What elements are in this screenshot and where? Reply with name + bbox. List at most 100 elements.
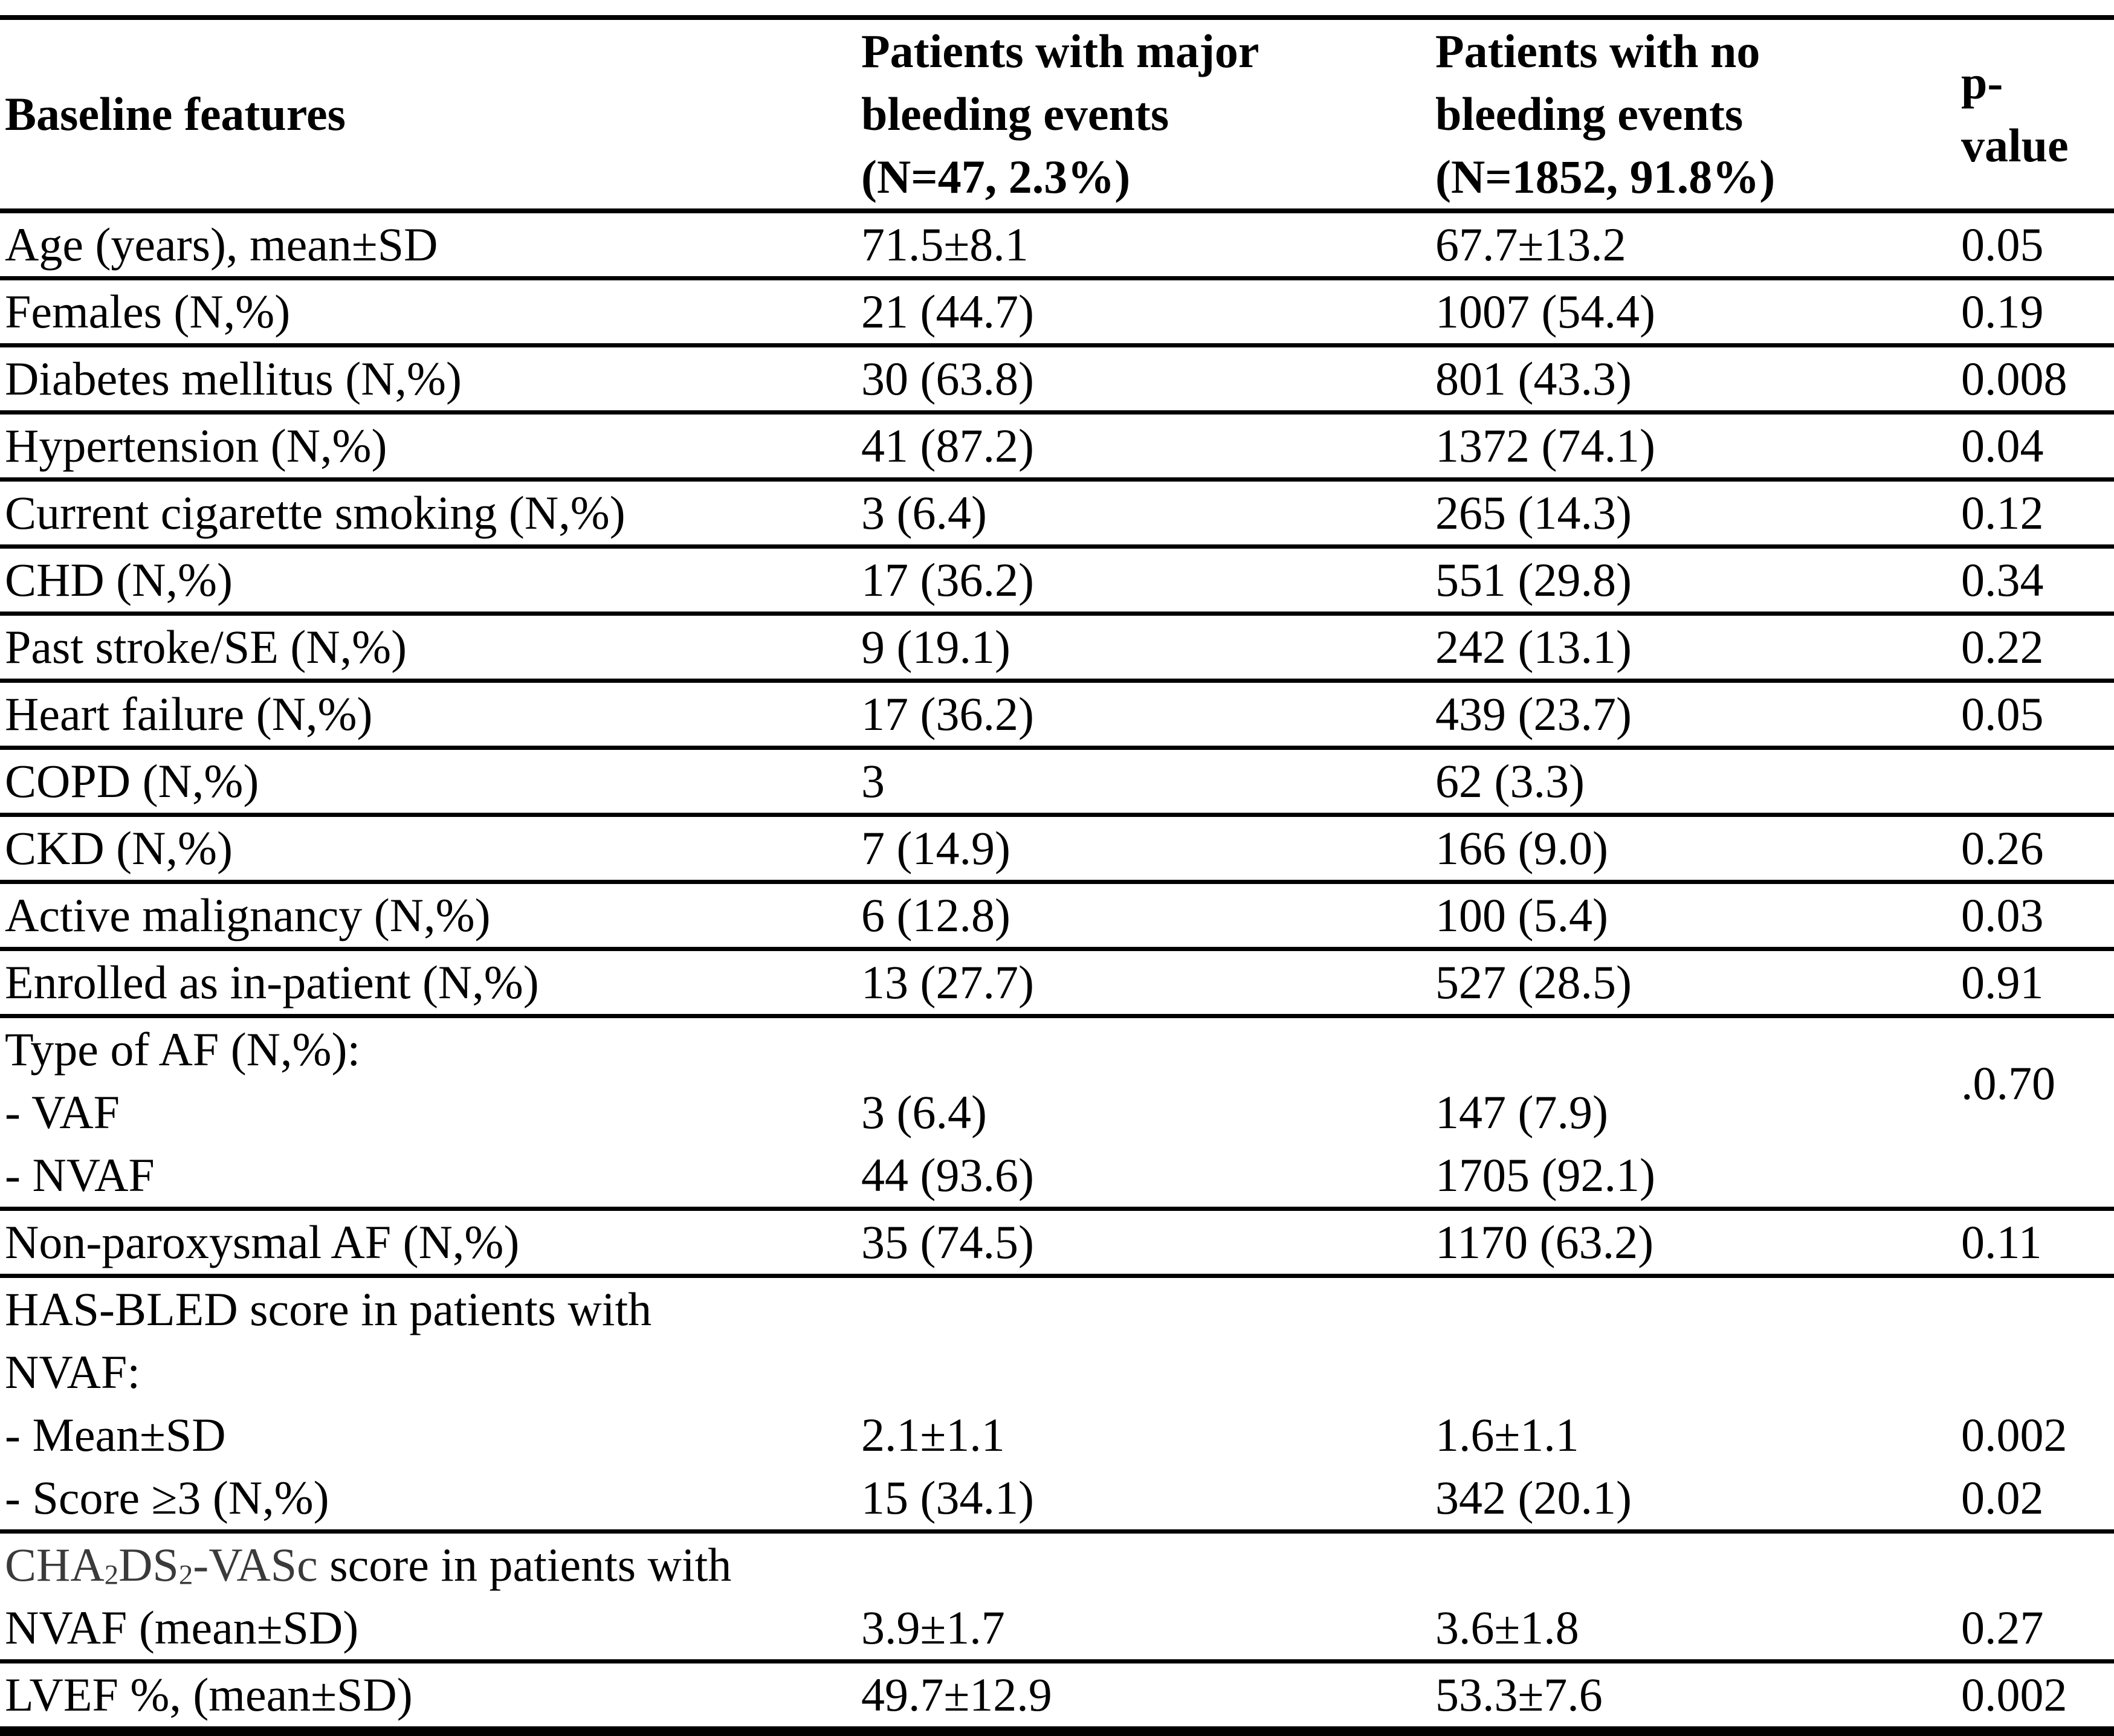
- value-no-bleeding: 439 (23.7): [1435, 688, 1632, 740]
- baseline-features-table: Baseline features Patients with major bl…: [0, 15, 2114, 1736]
- value-major-bleeding: 35 (74.5): [861, 1216, 1034, 1268]
- row-label: Diabetes mellitus (N,%): [5, 352, 462, 405]
- header-line: bleeding events: [861, 88, 1169, 140]
- p-value: .0.70: [1961, 1016, 2114, 1209]
- value-line: [861, 1278, 1435, 1341]
- label-part: -VASc: [193, 1538, 318, 1591]
- value-major-bleeding: 2.1±1.1 15 (34.1): [861, 1276, 1435, 1532]
- row-label: Current cigarette smoking (N,%): [5, 486, 625, 539]
- row-label: Females (N,%): [5, 285, 291, 338]
- p-value: 0.03: [1961, 889, 2044, 941]
- value-major-bleeding: 3.9±1.7: [861, 1532, 1435, 1662]
- value-no-bleeding: 53.3±7.6: [1435, 1668, 1603, 1721]
- value-major-bleeding: 17 (36.2): [861, 553, 1034, 606]
- table-row-ckd: CKD (N,%) 7 (14.9) 166 (9.0) 0.26: [0, 815, 2114, 882]
- p-value: 0.91: [1961, 956, 2044, 1008]
- p-value-line: 0.02: [1961, 1471, 2044, 1524]
- value-major-bleeding: 21 (44.7): [861, 285, 1034, 338]
- row-label: CHA2DS2-VASc score in patients with NVAF…: [0, 1532, 861, 1662]
- value-major-bleeding: 49.7±12.9: [861, 1668, 1052, 1721]
- value-line: 147 (7.9): [1435, 1086, 1608, 1138]
- value-no-bleeding: 242 (13.1): [1435, 621, 1632, 673]
- value-line: 342 (20.1): [1435, 1471, 1632, 1524]
- value-line: [861, 1341, 1435, 1404]
- p-value: 0.002 0.02: [1961, 1276, 2114, 1532]
- header-line: Patients with major: [861, 25, 1259, 77]
- value-major-bleeding: 6 (12.8): [861, 889, 1010, 941]
- p-value: 0.008: [1961, 352, 2067, 405]
- value-no-bleeding: 3.6±1.8: [1435, 1532, 1961, 1662]
- table-row-lvef: LVEF %, (mean±SD) 49.7±12.9 53.3±7.6 0.0…: [0, 1662, 2114, 1732]
- header-label: Baseline features: [5, 88, 346, 140]
- row-label: HAS-BLED score in patients with NVAF: - …: [0, 1276, 861, 1532]
- value-no-bleeding: 1.6±1.1 342 (20.1): [1435, 1276, 1961, 1532]
- value-line: [1435, 1018, 1961, 1081]
- value-line: [861, 1018, 1435, 1081]
- row-label: Hypertension (N,%): [5, 419, 387, 472]
- row-label: Past stroke/SE (N,%): [5, 621, 407, 673]
- value-no-bleeding: 801 (43.3): [1435, 352, 1632, 405]
- p-value: 0.04: [1961, 419, 2044, 472]
- value-major-bleeding: 3 (6.4) 44 (93.6): [861, 1016, 1435, 1209]
- p-value: 0.05: [1961, 218, 2044, 271]
- value-major-bleeding: 9 (19.1): [861, 621, 1010, 673]
- row-label: Heart failure (N,%): [5, 688, 373, 740]
- value-line: 1705 (92.1): [1435, 1149, 1655, 1201]
- value-line: 3 (6.4): [861, 1086, 987, 1138]
- value-major-bleeding: 17 (36.2): [861, 688, 1034, 740]
- table-row-type-of-af: Type of AF (N,%): - VAF - NVAF 3 (6.4) 4…: [0, 1016, 2114, 1209]
- value-line: 1.6±1.1: [1435, 1408, 1579, 1461]
- p-value-text: .0.70: [1961, 1057, 2055, 1109]
- table-row-age: Age (years), mean±SD 71.5±8.1 67.7±13.2 …: [0, 211, 2114, 279]
- p-value: 0.27: [1961, 1532, 2114, 1662]
- table-row-copd: COPD (N,%) 3 62 (3.3): [0, 748, 2114, 815]
- table-row-chd: CHD (N,%) 17 (36.2) 551 (29.8) 0.34: [0, 547, 2114, 614]
- row-label-line: - VAF: [5, 1086, 120, 1138]
- value-no-bleeding: 166 (9.0): [1435, 822, 1608, 874]
- value-major-bleeding: 41 (87.2): [861, 419, 1034, 472]
- p-value: 0.05: [1961, 688, 2044, 740]
- header-line: bleeding events: [1435, 88, 1744, 140]
- col-header-p-value: p- value: [1961, 18, 2114, 211]
- label-part: CHA: [5, 1538, 105, 1591]
- value-no-bleeding: 1170 (63.2): [1435, 1216, 1654, 1268]
- row-label-line: - Score ≥3 (N,%): [5, 1471, 329, 1524]
- value-major-bleeding: 30 (63.8): [861, 352, 1034, 405]
- row-label: Type of AF (N,%): - VAF - NVAF: [0, 1016, 861, 1209]
- value-major-bleeding: 71.5±8.1: [861, 218, 1029, 271]
- p-value-line: [1961, 1534, 2114, 1596]
- col-header-no-bleeding: Patients with no bleeding events (N=1852…: [1435, 18, 1961, 211]
- row-label: Active malignancy (N,%): [5, 889, 491, 941]
- value-no-bleeding: 147 (7.9) 1705 (92.1): [1435, 1016, 1961, 1209]
- table-row-chadsvasc: CHA2DS2-VASc score in patients with NVAF…: [0, 1532, 2114, 1662]
- value-line: 2.1±1.1: [861, 1408, 1005, 1461]
- value-major-bleeding: 13 (27.7): [861, 956, 1034, 1008]
- table-row-females: Females (N,%) 21 (44.7) 1007 (54.4) 0.19: [0, 279, 2114, 346]
- p-value: 0.11: [1961, 1216, 2042, 1268]
- p-value: 0.26: [1961, 822, 2044, 874]
- p-value-line: 0.27: [1961, 1601, 2044, 1654]
- value-no-bleeding: 67.7±13.2: [1435, 218, 1626, 271]
- table-row-heart-failure: Heart failure (N,%) 17 (36.2) 439 (23.7)…: [0, 681, 2114, 748]
- value-no-bleeding: 62 (3.3): [1435, 755, 1585, 807]
- row-label: Enrolled as in-patient (N,%): [5, 956, 539, 1008]
- value-major-bleeding: 3: [861, 755, 885, 807]
- row-label-line: NVAF (mean±SD): [5, 1601, 359, 1654]
- header-line: p-: [1961, 56, 2003, 109]
- table-row-active-malignancy: Active malignancy (N,%) 6 (12.8) 100 (5.…: [0, 882, 2114, 949]
- header-row: Baseline features Patients with major bl…: [0, 18, 2114, 211]
- p-value: 0.34: [1961, 553, 2044, 606]
- table-row-enrolled-inpatient: Enrolled as in-patient (N,%) 13 (27.7) 5…: [0, 949, 2114, 1016]
- subscript: 2: [178, 1559, 193, 1591]
- p-value-line: [1961, 1278, 2114, 1341]
- table-row-smoking: Current cigarette smoking (N,%) 3 (6.4) …: [0, 480, 2114, 547]
- value-no-bleeding: 1372 (74.1): [1435, 419, 1655, 472]
- header-line: (N=47, 2.3%): [861, 150, 1131, 203]
- value-line: [1435, 1278, 1961, 1341]
- table-row-non-paroxysmal-af: Non-paroxysmal AF (N,%) 35 (74.5) 1170 (…: [0, 1209, 2114, 1276]
- value-no-bleeding: 265 (14.3): [1435, 486, 1632, 539]
- p-value: 0.22: [1961, 621, 2044, 673]
- header-line: Patients with no: [1435, 25, 1760, 77]
- table-row-hypertension: Hypertension (N,%) 41 (87.2) 1372 (74.1)…: [0, 413, 2114, 480]
- row-label-line: HAS-BLED score in patients with: [5, 1283, 652, 1335]
